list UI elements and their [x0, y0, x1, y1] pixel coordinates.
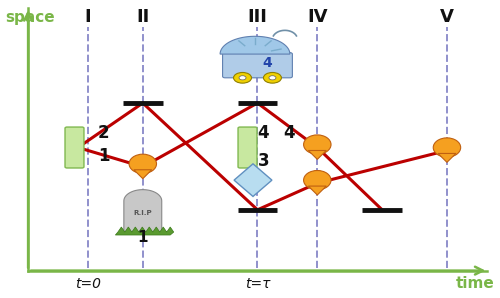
Circle shape	[264, 72, 281, 83]
Text: 1: 1	[98, 148, 110, 165]
FancyBboxPatch shape	[238, 127, 257, 168]
Polygon shape	[308, 186, 326, 195]
Text: II: II	[136, 8, 149, 26]
Text: 4: 4	[283, 124, 295, 142]
Circle shape	[269, 76, 276, 80]
Polygon shape	[124, 190, 162, 232]
Polygon shape	[438, 153, 456, 162]
FancyBboxPatch shape	[222, 53, 292, 78]
Text: 3: 3	[258, 152, 269, 170]
Text: V: V	[440, 8, 454, 26]
Circle shape	[234, 72, 252, 83]
Polygon shape	[220, 36, 290, 54]
Polygon shape	[308, 150, 326, 159]
Text: 4: 4	[258, 124, 269, 142]
Ellipse shape	[304, 170, 331, 190]
Text: 4: 4	[262, 56, 272, 70]
Text: t=0: t=0	[75, 277, 101, 291]
Text: 2: 2	[98, 124, 110, 142]
Ellipse shape	[433, 138, 460, 157]
Text: t=τ: t=τ	[244, 277, 270, 291]
Text: R.I.P: R.I.P	[134, 210, 152, 216]
Text: 1: 1	[138, 230, 148, 246]
Polygon shape	[134, 170, 152, 179]
Polygon shape	[234, 164, 272, 196]
Text: III: III	[248, 8, 268, 26]
Ellipse shape	[129, 154, 156, 173]
FancyBboxPatch shape	[65, 127, 84, 168]
Circle shape	[239, 76, 246, 80]
Text: space: space	[6, 10, 56, 25]
Text: time: time	[456, 276, 494, 291]
Ellipse shape	[304, 135, 331, 154]
Text: IV: IV	[307, 8, 328, 26]
Polygon shape	[116, 227, 173, 235]
Text: I: I	[84, 8, 91, 26]
